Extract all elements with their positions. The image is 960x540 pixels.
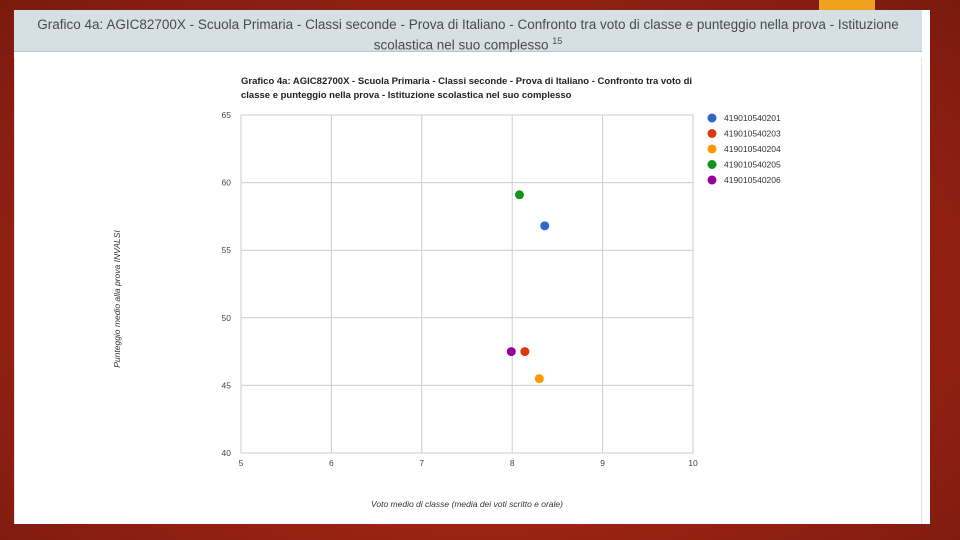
- y-tick-label: 65: [222, 110, 232, 120]
- scatter-chart: 5 6 7 8 9 10 40 45 50 55 60 65 419010540201 4190105…: [112, 76, 781, 509]
- y-tick-label: 55: [222, 245, 232, 255]
- x-tick-label: 8: [510, 458, 515, 468]
- data-point: [534, 374, 544, 384]
- y-tick-label: 60: [222, 178, 232, 188]
- x-tick-label: 10: [688, 458, 698, 468]
- banner-title: Grafico 4a: AGIC82700X - Scuola Primaria…: [37, 17, 899, 53]
- y-tick-label: 45: [222, 380, 232, 390]
- legend-marker: [707, 160, 717, 169]
- legend-marker: [707, 129, 717, 138]
- chart-title-line-2: classe e punteggio nella prova - Istituz…: [241, 90, 572, 101]
- data-point: [520, 347, 530, 357]
- x-tick-label: 7: [419, 458, 424, 468]
- legend-marker: [707, 175, 717, 185]
- banner: Grafico 4a: AGIC82700X - Scuola Primaria…: [14, 10, 922, 53]
- data-point: [514, 190, 524, 200]
- plot-area: [240, 114, 694, 454]
- slide: Grafico 4a: AGIC82700X - Scuola Primaria…: [14, 10, 930, 524]
- x-tick-label: 9: [600, 458, 605, 468]
- y-axis-label: Punteggio medio alla prova INVALSI: [112, 230, 122, 368]
- x-axis-label: Voto medio di classe (media dei voti scr…: [371, 499, 563, 509]
- banner-footnote: 15: [552, 36, 563, 46]
- x-tick-label: 5: [239, 458, 244, 468]
- legend-marker: [707, 113, 717, 123]
- legend-label: 419010540205: [724, 160, 781, 170]
- x-tick-label: 6: [329, 458, 334, 468]
- legend-marker: [707, 144, 717, 154]
- y-tick-label: 40: [222, 448, 232, 458]
- legend-label: 419010540206: [724, 175, 781, 185]
- panel-border: [14, 58, 922, 524]
- chart-panel: 5 6 7 8 9 10 40 45 50 55 60 65 419010540201 4190105…: [14, 52, 922, 524]
- chart-title-line-1: Grafico 4a: AGIC82700X - Scuola Primaria…: [241, 76, 692, 87]
- data-point: [540, 221, 550, 231]
- legend-label: 419010540201: [724, 113, 781, 123]
- legend-label: 419010540204: [724, 144, 781, 154]
- accent-tab: [819, 0, 875, 10]
- data-point: [506, 347, 516, 357]
- legend-label: 419010540203: [724, 129, 781, 139]
- y-tick-label: 50: [222, 313, 232, 323]
